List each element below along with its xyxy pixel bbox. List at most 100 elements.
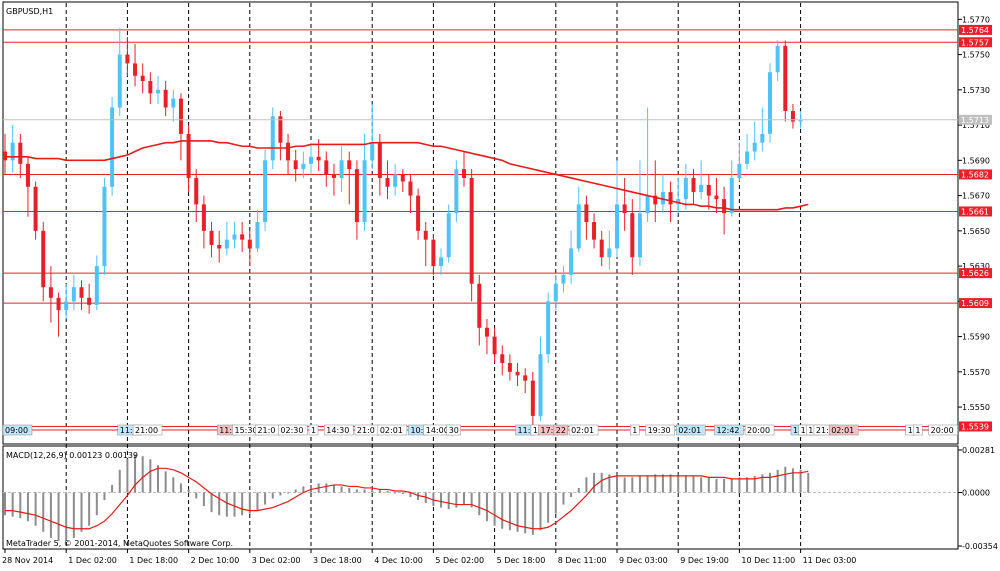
level-price-label: 1.5682 bbox=[961, 170, 989, 179]
candle-body bbox=[301, 163, 306, 170]
level-price-label: 1.5661 bbox=[961, 207, 989, 216]
candle-body bbox=[209, 230, 214, 245]
candle-body bbox=[737, 163, 742, 178]
macd-bar bbox=[371, 489, 374, 493]
candle-body bbox=[393, 174, 398, 187]
candle-body bbox=[691, 177, 696, 193]
macd-bar bbox=[769, 472, 771, 493]
time-tag bbox=[446, 424, 461, 436]
y-tick-label: 1.5650 bbox=[962, 227, 990, 236]
candle-body bbox=[201, 204, 206, 231]
time-tag bbox=[630, 424, 640, 436]
macd-bar bbox=[524, 492, 527, 534]
macd-bar bbox=[279, 492, 282, 496]
candle-body bbox=[477, 283, 482, 328]
macd-bar bbox=[470, 492, 473, 508]
candle-body bbox=[94, 266, 99, 305]
candle-body bbox=[622, 204, 627, 214]
time-tag-label: 15:30 bbox=[235, 426, 258, 435]
macd-bar bbox=[493, 492, 496, 526]
time-tag-label: 20:00 bbox=[931, 426, 954, 435]
candle-body bbox=[18, 142, 23, 164]
time-tag-label: 02:30 bbox=[280, 426, 303, 435]
candle-body bbox=[569, 248, 574, 275]
candle-body bbox=[362, 160, 367, 223]
macd-bar bbox=[11, 492, 14, 517]
candle-body bbox=[783, 45, 788, 111]
macd-bar bbox=[539, 492, 542, 531]
copyright-text: MetaTrader 5, © 2001-2014, MetaQuotes So… bbox=[6, 539, 233, 548]
candle-body bbox=[232, 234, 237, 240]
x-tick-label: 11 Dec 03:00 bbox=[803, 556, 857, 565]
candle-body bbox=[599, 239, 604, 258]
macd-bar bbox=[455, 492, 458, 508]
macd-bar bbox=[585, 477, 588, 493]
macd-bar bbox=[799, 469, 802, 493]
candle-body bbox=[194, 177, 199, 205]
x-tick-label: 3 Dec 02:00 bbox=[252, 556, 301, 565]
time-tag bbox=[308, 424, 319, 436]
level-price-label: 1.5626 bbox=[961, 269, 989, 278]
candle-body bbox=[247, 239, 252, 249]
candle-body bbox=[171, 98, 176, 108]
x-tick-label: 1 Dec 18:00 bbox=[129, 556, 178, 565]
candle-body bbox=[316, 156, 321, 161]
level-price-label: 1.5539 bbox=[961, 422, 989, 431]
x-tick-label: 10 Dec 11:00 bbox=[741, 556, 795, 565]
current-price-label: 1.5713 bbox=[961, 116, 989, 125]
candle-body bbox=[347, 160, 352, 170]
candle-body bbox=[798, 119, 803, 122]
time-tag-label: 1 bbox=[915, 426, 920, 435]
x-tick-label: 28 Nov 2014 bbox=[2, 556, 53, 565]
time-tag-label: 1 bbox=[908, 426, 913, 435]
candle-body bbox=[553, 283, 558, 302]
macd-bar bbox=[332, 484, 335, 493]
candle-body bbox=[607, 248, 612, 258]
macd-bar bbox=[547, 492, 550, 523]
macd-bar bbox=[141, 456, 144, 493]
macd-bar bbox=[241, 492, 244, 516]
macd-bar bbox=[440, 492, 443, 508]
macd-bar bbox=[677, 474, 680, 493]
macd-y-tick-label: 0.0000 bbox=[962, 488, 990, 497]
macd-bar bbox=[600, 472, 603, 493]
candle-body bbox=[561, 274, 566, 284]
time-tag-label: 21:0 bbox=[357, 426, 375, 435]
macd-bar bbox=[401, 492, 404, 494]
candle-body bbox=[431, 239, 436, 267]
x-tick-label: 9 Dec 03:00 bbox=[619, 556, 668, 565]
symbol-title: GBPUSD,H1 bbox=[6, 7, 53, 16]
macd-bar bbox=[562, 492, 565, 505]
candle-body bbox=[140, 75, 145, 82]
macd-bar bbox=[531, 492, 534, 535]
macd-bar bbox=[149, 459, 152, 493]
candle-body bbox=[270, 116, 275, 161]
time-tag bbox=[675, 424, 706, 436]
x-tick-label: 5 Dec 18:00 bbox=[497, 556, 546, 565]
candle-body bbox=[706, 185, 711, 196]
time-tag bbox=[744, 424, 775, 436]
macd-bar bbox=[49, 492, 52, 538]
macd-bar bbox=[126, 459, 129, 493]
macd-bar bbox=[42, 492, 45, 532]
macd-bar bbox=[271, 492, 274, 499]
candle-body bbox=[683, 177, 688, 200]
time-tag-label: 19:30 bbox=[648, 426, 671, 435]
macd-bar bbox=[218, 492, 221, 516]
time-tag-label: 09:00 bbox=[5, 426, 28, 435]
candle-body bbox=[668, 192, 673, 205]
macd-bar bbox=[355, 489, 358, 493]
time-tag-label: 21:00 bbox=[135, 426, 158, 435]
level-price-label: 1.5764 bbox=[961, 26, 989, 35]
candle-body bbox=[439, 257, 444, 267]
macd-bar bbox=[348, 487, 351, 493]
macd-bar bbox=[325, 483, 328, 493]
candle-body bbox=[87, 297, 92, 305]
macd-bar bbox=[34, 492, 37, 526]
candle-body bbox=[729, 177, 734, 214]
time-tag bbox=[377, 424, 408, 436]
macd-indicator: 0.00281 0.0000 -0.00354 bbox=[3, 446, 998, 551]
candle-body bbox=[224, 239, 229, 249]
time-tag-label: 11: bbox=[219, 426, 232, 435]
